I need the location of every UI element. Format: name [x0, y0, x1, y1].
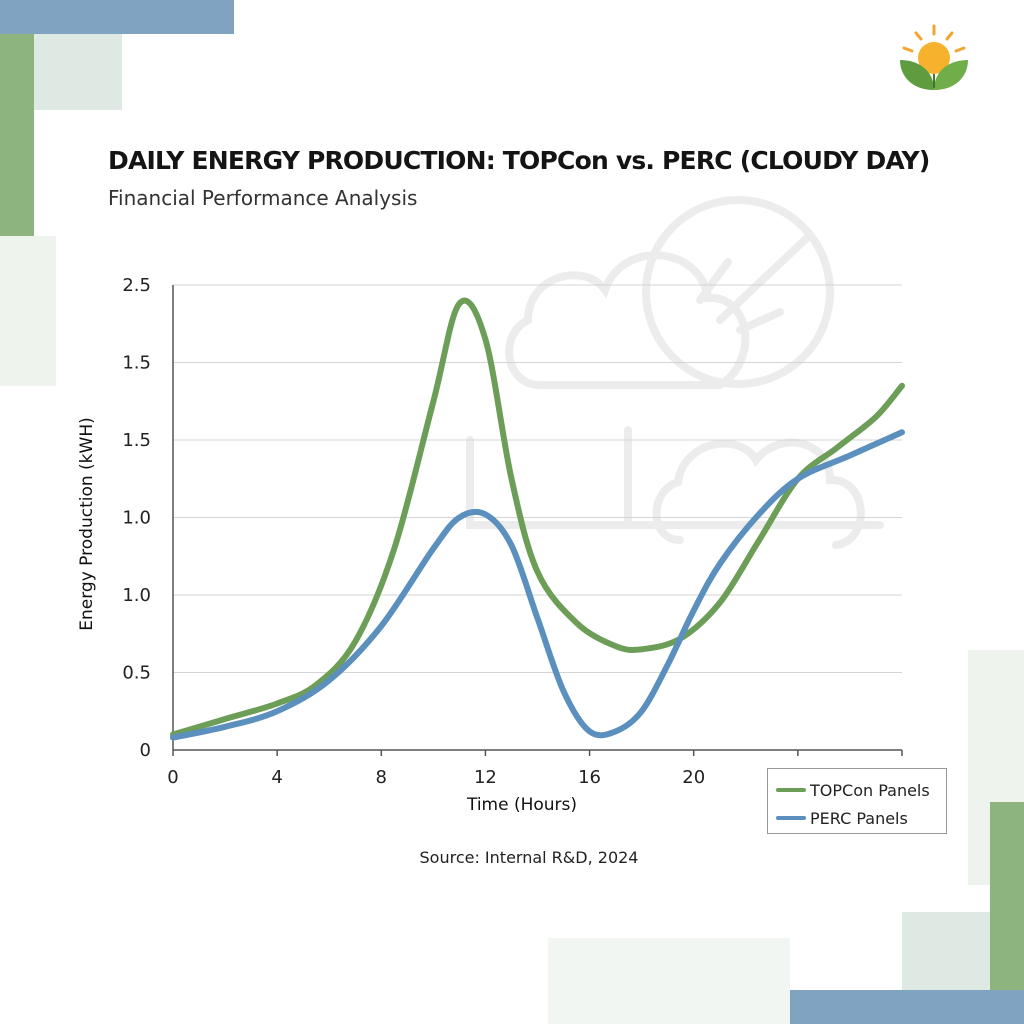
- chart-title: DAILY ENERGY PRODUCTION: TOPCon vs. PERC…: [108, 146, 930, 175]
- chart-source: Source: Internal R&D, 2024: [419, 848, 639, 867]
- legend-item-perc: PERC Panels: [776, 807, 908, 829]
- y-tick-label: 0.5: [122, 663, 151, 684]
- legend-label-topcon: TOPCon Panels: [810, 780, 930, 800]
- y-tick-label: 1.0: [122, 508, 151, 529]
- deco-block-bottom-blue: [790, 990, 1024, 1024]
- chart-subtitle: Financial Performance Analysis: [108, 186, 418, 210]
- deco-block-top-left-blue: [0, 0, 234, 34]
- gridlines: [173, 284, 902, 673]
- deco-block-bottom-pale: [548, 938, 790, 1024]
- sun-leaf-icon: [900, 24, 968, 90]
- legend-swatch-perc: [776, 816, 806, 820]
- x-tick-label: 16: [578, 767, 601, 788]
- y-tick-labels: 0 0.5 1.0 1.0 1.5 1.5 2.5: [122, 275, 151, 761]
- legend-label-perc: PERC Panels: [810, 808, 908, 828]
- y-tick-label: 1.0: [122, 585, 151, 606]
- deco-block-bottom-right-green: [990, 802, 1024, 992]
- deco-block-top-left-pale-2: [0, 236, 56, 386]
- x-tick-label: 8: [376, 767, 387, 788]
- y-tick-label: 1.5: [122, 353, 151, 374]
- y-axis-title: Energy Production (kWH): [77, 417, 97, 630]
- y-tick-label: 2.5: [122, 275, 151, 296]
- x-tick-label: 20: [682, 767, 705, 788]
- legend-item-topcon: TOPCon Panels: [776, 779, 930, 801]
- deco-block-top-left-green: [0, 34, 34, 236]
- legend-swatch-topcon: [776, 788, 806, 792]
- x-tick-label: 4: [271, 767, 282, 788]
- series-line-topcon: [170, 297, 905, 738]
- chart-legend: TOPCon Panels PERC Panels: [767, 768, 947, 834]
- x-tick-label: 12: [474, 767, 497, 788]
- series-lines: [170, 297, 905, 741]
- deco-block-top-left-pale: [34, 34, 122, 110]
- x-tick-label: 0: [167, 767, 178, 788]
- deco-block-bottom-right-pale: [902, 912, 990, 992]
- y-tick-label: 1.5: [122, 430, 151, 451]
- x-axis-title: Time (Hours): [466, 795, 577, 815]
- y-tick-label: 0: [140, 740, 151, 761]
- series-line-perc: [170, 429, 905, 741]
